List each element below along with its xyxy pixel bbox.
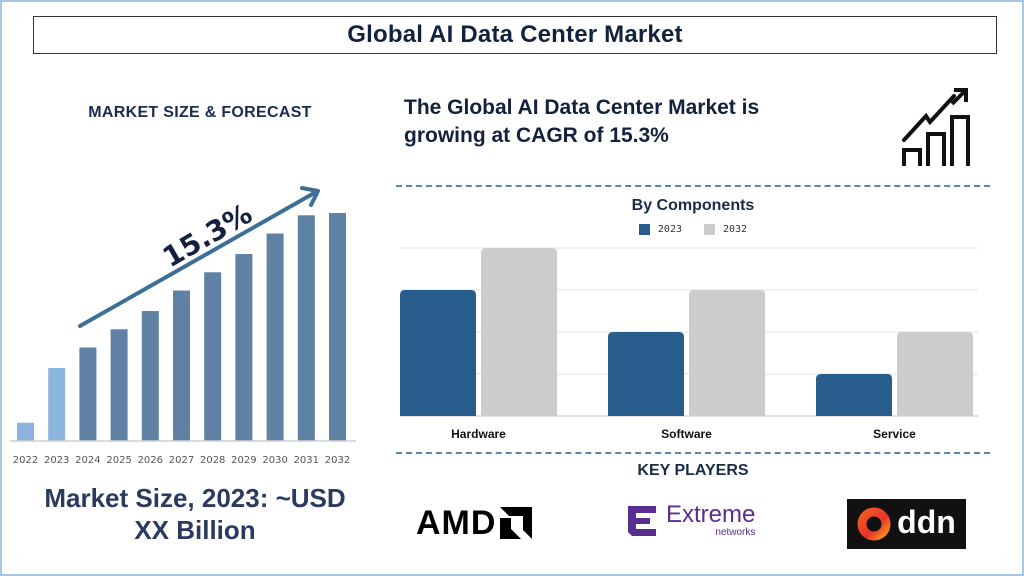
legend-item-2032: 2032 bbox=[704, 224, 747, 235]
market-forecast-chart: 2022 2023 2024 2025 2026 2027 2028 2029 2030 2031… bbox=[10, 186, 356, 466]
components-chart-title: By Components bbox=[631, 197, 755, 214]
bar-software-2023 bbox=[608, 332, 684, 416]
cagr-line-1: The Global AI Data Center Market is bbox=[404, 96, 760, 119]
x-tick-label: 2028 bbox=[200, 455, 225, 466]
growth-arrow bbox=[78, 186, 320, 328]
forecast-bar-2026 bbox=[141, 311, 159, 441]
legend-label-2032: 2032 bbox=[723, 224, 748, 235]
forecast-bar-2024 bbox=[79, 347, 97, 441]
category-label: Software bbox=[661, 427, 712, 441]
x-tick-label: 2029 bbox=[231, 455, 256, 466]
category-label: Hardware bbox=[451, 427, 506, 441]
extreme-logo-text: Extreme bbox=[666, 501, 756, 528]
key-players-title: KEY PLAYERS bbox=[637, 462, 749, 479]
components-chart: Hardware Software Service bbox=[400, 247, 978, 441]
x-tick-label: 2030 bbox=[262, 455, 287, 466]
category-label: Service bbox=[873, 427, 916, 441]
x-tick-label: 2024 bbox=[75, 455, 100, 466]
bar-hardware-2023 bbox=[400, 290, 476, 416]
forecast-bar-2029 bbox=[235, 254, 253, 441]
title-box: Global AI Data Center Market bbox=[33, 16, 997, 54]
legend-swatch-2032 bbox=[704, 224, 715, 235]
ddn-logo: ddn bbox=[847, 499, 966, 549]
x-tick-label: 2022 bbox=[13, 455, 38, 466]
extreme-logo-subtext: networks bbox=[715, 527, 756, 538]
x-tick-label: 2027 bbox=[169, 455, 194, 466]
bar-hardware-2032 bbox=[481, 248, 557, 416]
amd-logo: AMD bbox=[416, 504, 533, 542]
amd-logo-text: AMD bbox=[416, 504, 497, 542]
x-tick-label: 2031 bbox=[294, 455, 319, 466]
growth-chart-icon bbox=[902, 88, 970, 166]
x-tick-label: 2023 bbox=[44, 455, 69, 466]
forecast-bar-2030 bbox=[266, 233, 284, 441]
x-tick-label: 2025 bbox=[106, 455, 131, 466]
chart-legend: 2023 2032 bbox=[396, 224, 990, 235]
forecast-bar-2031 bbox=[297, 215, 315, 441]
market-size-line-1: Market Size, 2023: ~USD bbox=[44, 483, 346, 513]
cagr-statement: The Global AI Data Center Market is grow… bbox=[404, 94, 759, 150]
forecast-bar-2025 bbox=[110, 329, 128, 441]
legend-item-2023: 2023 bbox=[638, 224, 682, 235]
legend-label-2023: 2023 bbox=[657, 224, 682, 235]
divider-top bbox=[396, 185, 990, 187]
extreme-e-icon bbox=[628, 505, 656, 536]
page-title: Global AI Data Center Market bbox=[347, 21, 683, 48]
bar-service-2032 bbox=[897, 332, 973, 416]
amd-arrow-icon bbox=[500, 507, 533, 539]
x-tick-label: 2026 bbox=[138, 455, 163, 466]
x-tick-label: 2032 bbox=[325, 455, 350, 466]
cagr-line-2: growing at CAGR of 15.3% bbox=[404, 124, 669, 147]
ddn-logo-text: ddn bbox=[897, 504, 956, 540]
forecast-bar-2028 bbox=[204, 272, 222, 441]
forecast-bar-2032 bbox=[329, 213, 346, 441]
market-size-line-2: XX Billion bbox=[134, 515, 256, 545]
bar-service-2023 bbox=[816, 374, 892, 416]
forecast-bar-2027 bbox=[173, 290, 190, 441]
forecast-bar-2022 bbox=[17, 422, 34, 441]
bar-software-2032 bbox=[689, 290, 765, 416]
forecast-bar-2023 bbox=[48, 368, 66, 441]
ddn-ring-icon bbox=[857, 507, 891, 541]
divider-bottom bbox=[396, 452, 990, 454]
market-size-heading: MARKET SIZE & FORECAST bbox=[88, 104, 312, 121]
market-size-text: Market Size, 2023: ~USD XX Billion bbox=[0, 482, 390, 546]
legend-swatch-2023 bbox=[638, 224, 650, 235]
extreme-networks-logo: Extreme networks bbox=[628, 503, 755, 538]
